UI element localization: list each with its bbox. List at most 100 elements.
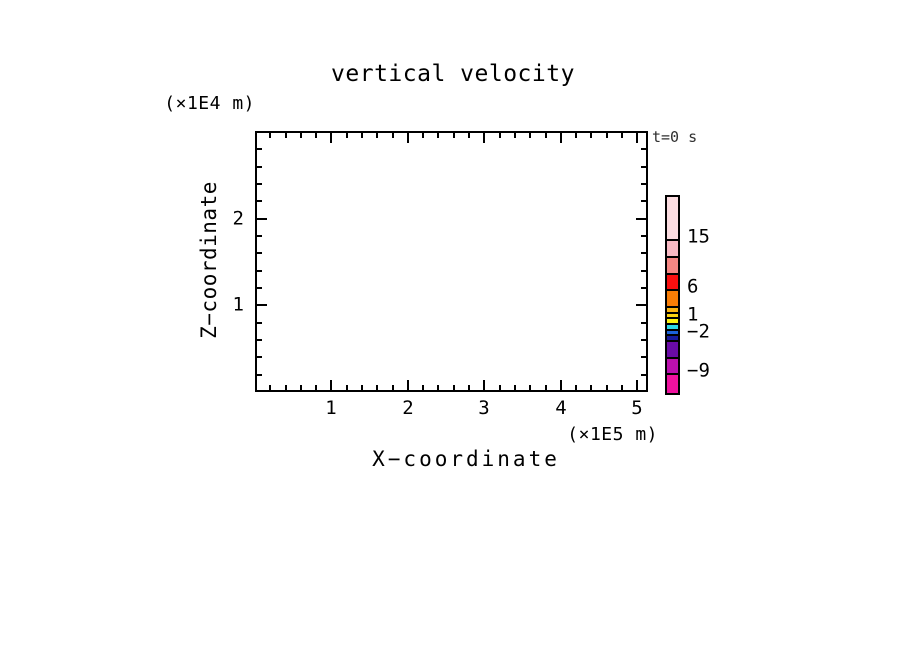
x-tick-label: 3 [478, 397, 490, 419]
x-axis-title: X−coordinate [372, 447, 560, 471]
z-minor-tick [641, 374, 646, 376]
colorbar-segment [667, 306, 678, 312]
z-minor-tick [257, 270, 262, 272]
z-minor-tick [641, 235, 646, 237]
x-minor-tick [529, 133, 531, 138]
z-minor-tick [641, 356, 646, 358]
x-minor-tick [590, 385, 592, 390]
x-minor-tick [376, 133, 378, 138]
x-major-tick [330, 380, 332, 390]
x-minor-tick [453, 385, 455, 390]
colorbar-segment [667, 328, 678, 335]
x-major-tick [407, 380, 409, 390]
z-tick-label: 2 [232, 207, 244, 230]
z-minor-tick [257, 166, 262, 168]
colorbar-segment [667, 239, 678, 256]
x-minor-tick [575, 385, 577, 390]
x-minor-tick [269, 133, 271, 138]
x-major-tick [560, 380, 562, 390]
z-axis-title: Z−coordinate [197, 181, 221, 339]
x-minor-tick [422, 133, 424, 138]
x-minor-tick [590, 133, 592, 138]
z-minor-tick [257, 148, 262, 150]
colorbar [665, 195, 680, 395]
z-minor-tick [257, 235, 262, 237]
colorbar-segment [667, 323, 678, 329]
x-minor-tick [376, 385, 378, 390]
x-minor-tick [514, 385, 516, 390]
x-major-tick [483, 133, 485, 143]
z-major-tick [257, 304, 267, 306]
x-minor-tick [392, 133, 394, 138]
x-major-tick [560, 133, 562, 143]
x-tick-label: 2 [402, 397, 414, 419]
x-minor-tick [575, 133, 577, 138]
plot-area [255, 131, 648, 392]
x-tick-label: 1 [325, 397, 337, 419]
z-minor-tick [257, 200, 262, 202]
x-minor-tick [269, 385, 271, 390]
z-minor-tick [257, 356, 262, 358]
z-minor-tick [641, 322, 646, 324]
x-major-tick [483, 380, 485, 390]
x-major-tick [330, 133, 332, 143]
colorbar-segment [667, 317, 678, 323]
x-axis-unit-label: (×1E5 m) [567, 424, 658, 445]
z-minor-tick [257, 252, 262, 254]
colorbar-segment [667, 272, 678, 290]
z-major-tick [636, 304, 646, 306]
colorbar-level-label: −2 [687, 320, 710, 343]
x-minor-tick [285, 385, 287, 390]
z-minor-tick [257, 322, 262, 324]
z-minor-tick [641, 270, 646, 272]
colorbar-segment [667, 311, 678, 318]
x-minor-tick [499, 133, 501, 138]
x-minor-tick [361, 385, 363, 390]
time-label: t=0 s [652, 128, 698, 146]
x-minor-tick [621, 133, 623, 138]
x-major-tick [636, 380, 638, 390]
z-major-tick [257, 218, 267, 220]
colorbar-segment [667, 197, 678, 239]
x-minor-tick [545, 385, 547, 390]
z-minor-tick [257, 183, 262, 185]
x-minor-tick [300, 385, 302, 390]
colorbar-segment [667, 289, 678, 307]
z-minor-tick [641, 183, 646, 185]
z-minor-tick [641, 252, 646, 254]
z-axis-unit-label: (×1E4 m) [164, 93, 255, 114]
chart-title: vertical velocity [331, 61, 575, 87]
x-tick-label: 4 [555, 397, 567, 419]
x-minor-tick [300, 133, 302, 138]
z-minor-tick [641, 287, 646, 289]
x-major-tick [407, 133, 409, 143]
x-minor-tick [346, 385, 348, 390]
x-minor-tick [315, 133, 317, 138]
x-minor-tick [285, 133, 287, 138]
x-minor-tick [606, 385, 608, 390]
z-minor-tick [257, 339, 262, 341]
x-minor-tick [392, 385, 394, 390]
x-minor-tick [453, 133, 455, 138]
x-minor-tick [361, 133, 363, 138]
colorbar-segment [667, 356, 678, 374]
colorbar-level-label: 15 [687, 225, 710, 248]
x-minor-tick [545, 133, 547, 138]
x-minor-tick [346, 133, 348, 138]
colorbar-segment [667, 339, 678, 357]
x-minor-tick [529, 385, 531, 390]
z-minor-tick [641, 339, 646, 341]
colorbar-segment [667, 334, 678, 340]
x-minor-tick [468, 385, 470, 390]
x-minor-tick [422, 385, 424, 390]
z-minor-tick [641, 148, 646, 150]
z-minor-tick [641, 200, 646, 202]
x-minor-tick [315, 385, 317, 390]
colorbar-level-label: 1 [687, 303, 699, 326]
x-minor-tick [437, 385, 439, 390]
x-minor-tick [514, 133, 516, 138]
colorbar-level-label: 6 [687, 275, 699, 298]
z-minor-tick [257, 374, 262, 376]
x-minor-tick [499, 385, 501, 390]
